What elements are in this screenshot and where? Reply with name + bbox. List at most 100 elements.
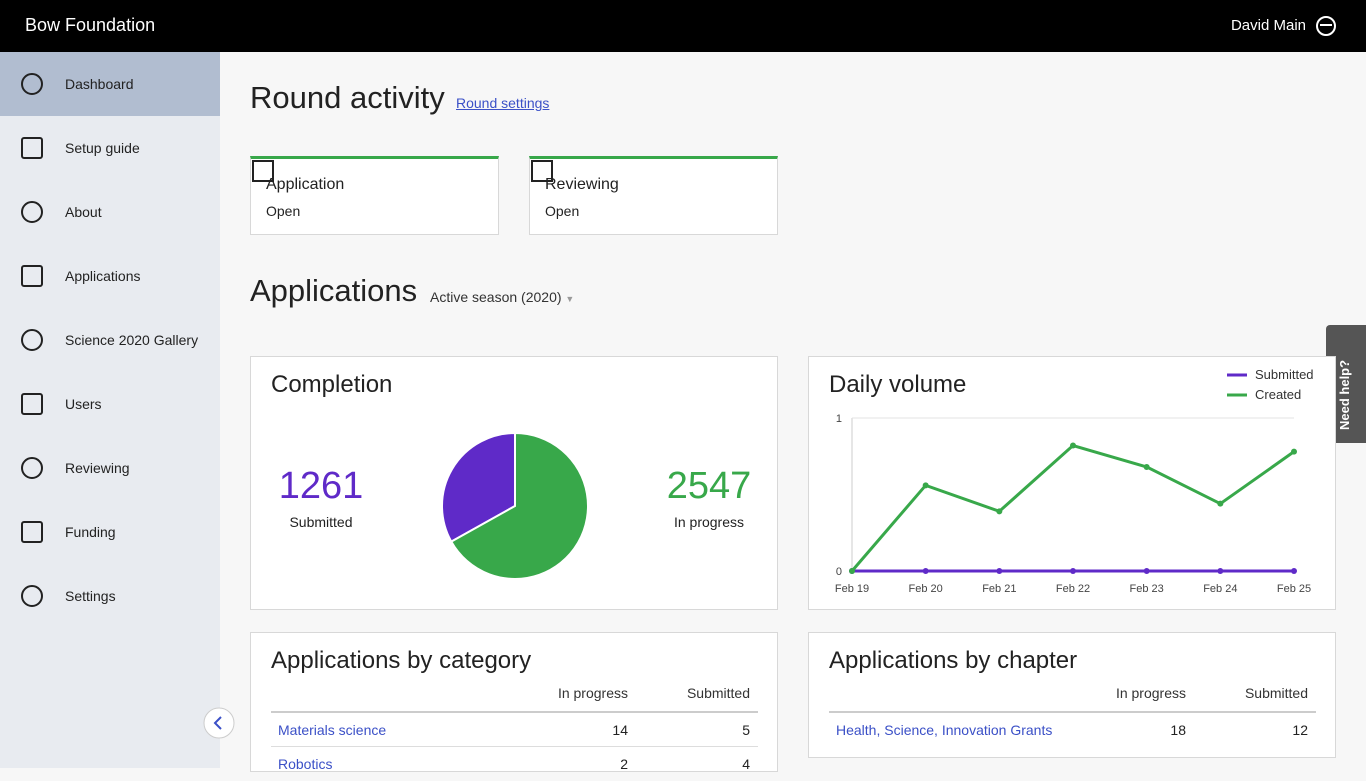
row-link[interactable]: Materials science — [278, 722, 387, 738]
status-card: Application Open — [250, 156, 499, 235]
status-value: Open — [266, 203, 301, 219]
nav-icon[interactable] — [20, 72, 44, 96]
daily-card: Daily volume 0 1 Feb 19 Feb 20 Feb 21 Feb 22 F… — [808, 356, 1336, 610]
line-chart: 0 1 Feb 19 Feb 20 Feb 21 Feb 22 Feb 23 Feb 24 Fe… — [835, 367, 1314, 595]
user-name[interactable]: David Main — [1230, 17, 1306, 34]
column-header: Submitted — [1244, 685, 1308, 701]
nav-item[interactable]: Science 2020 Gallery — [0, 308, 220, 372]
row-link[interactable]: Health, Science, Innovation Grants — [836, 722, 1053, 738]
nav-item[interactable]: Users — [0, 372, 220, 436]
row-value: 4 — [742, 756, 750, 772]
point — [1291, 568, 1297, 574]
nav-label[interactable]: Applications — [65, 268, 141, 284]
nav-icon[interactable] — [20, 200, 44, 224]
nav-item[interactable]: Funding — [0, 500, 220, 564]
legend-label: Submitted — [1255, 367, 1314, 382]
nav-label[interactable]: Reviewing — [65, 460, 130, 476]
point — [849, 568, 855, 574]
table: In progress Submitted Health, Science, Inn… — [829, 685, 1316, 775]
status-title: Application — [266, 176, 345, 193]
y-tick-label: 0 — [836, 566, 842, 578]
row-value: 5 — [742, 722, 750, 738]
round-settings-link[interactable]: Round settings — [456, 95, 550, 111]
icon-shape — [21, 393, 43, 415]
nav-item[interactable]: Setup guide — [0, 116, 220, 180]
column-header: In progress — [1115, 685, 1186, 701]
help-label[interactable]: Need help? — [1337, 359, 1352, 430]
table: In progress Submitted Materials science 14 5… — [271, 685, 758, 775]
card-title: Applications by chapter — [829, 647, 1078, 674]
point — [922, 482, 929, 489]
icon-shape — [21, 457, 43, 479]
column-header: Submitted — [686, 685, 750, 701]
nav-label[interactable]: Science 2020 Gallery — [65, 332, 199, 348]
in-progress-label: In progress — [673, 514, 745, 530]
x-tick-label: Feb 22 — [1056, 583, 1090, 595]
icon-shape — [21, 521, 43, 543]
legend-label: Created — [1255, 387, 1301, 402]
row-link[interactable]: Robotics — [278, 756, 333, 772]
nav-label[interactable]: About — [65, 204, 102, 220]
nav-item[interactable]: Applications — [0, 244, 220, 308]
top-bar: Bow Foundation David Main — [0, 0, 1366, 52]
nav-icon[interactable] — [20, 392, 44, 416]
nav-icon[interactable] — [20, 264, 44, 288]
nav-item[interactable]: Dashboard — [0, 52, 220, 116]
pie-chart — [441, 431, 589, 580]
user-icon[interactable] — [1315, 15, 1337, 37]
category-card: Applications by category In progress Subm… — [250, 632, 778, 772]
nav-icon[interactable] — [20, 584, 44, 608]
column-header: In progress — [557, 685, 628, 701]
nav-label[interactable]: Setup guide — [65, 140, 140, 156]
sidebar: Dashboard Setup guide About Applications Sci… — [0, 52, 235, 768]
nav-icon[interactable] — [20, 328, 44, 352]
point — [1070, 442, 1076, 449]
row-value: 2 — [620, 756, 628, 772]
applications-title: Applications — [250, 273, 418, 308]
point — [1217, 568, 1224, 574]
nav-item[interactable]: About — [0, 180, 220, 244]
icon-shape — [531, 160, 553, 182]
x-tick-label: Feb 19 — [835, 583, 869, 595]
nav-label[interactable]: Settings — [65, 588, 116, 604]
point — [1143, 568, 1150, 574]
season-select[interactable]: Active season (2020) ▼ — [430, 289, 575, 305]
x-tick-label: Feb 21 — [982, 583, 1016, 595]
nav-label[interactable]: Funding — [65, 524, 116, 540]
card-title: Applications by category — [271, 647, 532, 674]
submitted-label: Submitted — [289, 514, 353, 530]
season-label[interactable]: Active season (2020) — [430, 289, 562, 305]
status-icon — [531, 160, 553, 182]
table-row: Materials science 14 5 — [271, 711, 758, 746]
nav-icon[interactable] — [20, 520, 44, 544]
point — [922, 568, 929, 574]
status-value: Open — [545, 203, 580, 219]
card-title: Daily volume — [829, 371, 967, 398]
series-line — [850, 443, 1295, 572]
nav-label[interactable]: Users — [65, 396, 102, 412]
status-title: Reviewing — [545, 176, 619, 193]
chapter-card: Applications by chapter In progress Submi… — [808, 632, 1336, 758]
row-value: 12 — [1292, 722, 1308, 738]
point — [1217, 500, 1224, 507]
point — [996, 568, 1003, 574]
nav-item[interactable]: Reviewing — [0, 436, 220, 500]
table-row: Robotics 2 4 — [271, 746, 758, 781]
nav-icon[interactable] — [20, 136, 44, 160]
nav-label[interactable]: Dashboard — [65, 76, 134, 92]
row-value: 18 — [1170, 722, 1186, 738]
brand[interactable]: Bow Foundation — [25, 15, 156, 35]
icon-shape — [21, 201, 43, 223]
icon-shape — [21, 265, 43, 287]
icon-shape — [21, 585, 43, 607]
x-tick-label: Feb 24 — [1203, 583, 1237, 595]
round-title: Round activity — [250, 80, 445, 115]
x-tick-label: Feb 20 — [909, 583, 943, 595]
row-value: 14 — [612, 722, 628, 738]
collapse-button[interactable] — [203, 707, 235, 739]
icon-shape — [21, 73, 43, 95]
nav-icon[interactable] — [20, 456, 44, 480]
icon-shape — [21, 137, 43, 159]
nav-item[interactable]: Settings — [0, 564, 220, 628]
